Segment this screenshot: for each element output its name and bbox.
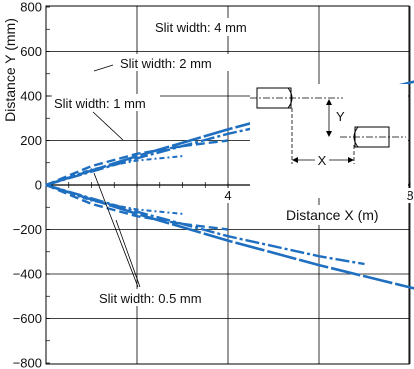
series-slit-width-2-mm-lower [45, 183, 365, 266]
x-axis-title: Distance X (m) [286, 207, 379, 223]
x-arrowhead-right [348, 157, 354, 163]
annotation-2mm: Slit width: 2 mm [120, 56, 212, 71]
x-axis-title-bg [282, 205, 404, 225]
x-tick-label-bg [219, 188, 237, 203]
series-slit-width-1-mm-lower [45, 183, 229, 231]
series-slit-width-1-mm-upper [45, 139, 229, 187]
inset-y-label: Y [336, 109, 345, 124]
y-axis-title: Distance Y (mm) [2, 18, 18, 122]
annotations: Slit width: 4 mm Slit width: 2 mm Slit w… [52, 18, 268, 306]
inset-x-label: X [318, 153, 327, 168]
series-slit-width-4-mm-lower [45, 183, 414, 290]
x-tick-label: 8 [406, 188, 413, 203]
annotation-4mm: Slit width: 4 mm [155, 20, 247, 35]
annotation-1mm-leader [92, 111, 124, 141]
series-group [45, 80, 414, 290]
inset-diagram: Y X [250, 84, 408, 198]
annotation-1mm-bg [52, 94, 160, 111]
y-arrowhead-bottom [326, 131, 332, 137]
y-tick-label: 200 [20, 133, 42, 148]
annotation-05mm: Slit width: 0.5 mm [99, 291, 202, 306]
series-slit-width-4-mm-upper [45, 80, 414, 187]
y-tick-label: −400 [13, 267, 42, 282]
annotation-1mm: Slit width: 1 mm [54, 96, 146, 111]
x-tick-label: 4 [224, 188, 231, 203]
y-tick-label: 0 [35, 178, 42, 193]
y-tick-labels: 800 600 400 200 0 −200 −400 −600 −800 [13, 0, 42, 369]
y-tick-label: −600 [13, 311, 42, 326]
annotation-05mm-bg [96, 289, 222, 306]
y-tick-label: −800 [13, 356, 42, 369]
series-slit-width-0-5-mm-lower [45, 184, 183, 215]
y-tick-label: 600 [20, 44, 42, 59]
annotation-2mm-leader [93, 64, 114, 72]
annotation-4mm-bg [152, 18, 268, 36]
inset-x-label-bg [315, 152, 329, 168]
y-tick-label: 800 [20, 0, 42, 15]
y-arrowhead-top [326, 99, 332, 105]
y-tick-label: 400 [20, 89, 42, 104]
series-slit-width-2-mm-upper [45, 104, 365, 187]
annotation-05mm-leader-a [93, 172, 139, 288]
y-tick-label: −200 [13, 222, 42, 237]
x-arrowhead-left [292, 157, 298, 163]
series-slit-width-0-5-mm-upper [45, 155, 183, 186]
annotation-05mm-leader-b [115, 219, 141, 288]
annotation-2mm-bg [117, 54, 229, 71]
